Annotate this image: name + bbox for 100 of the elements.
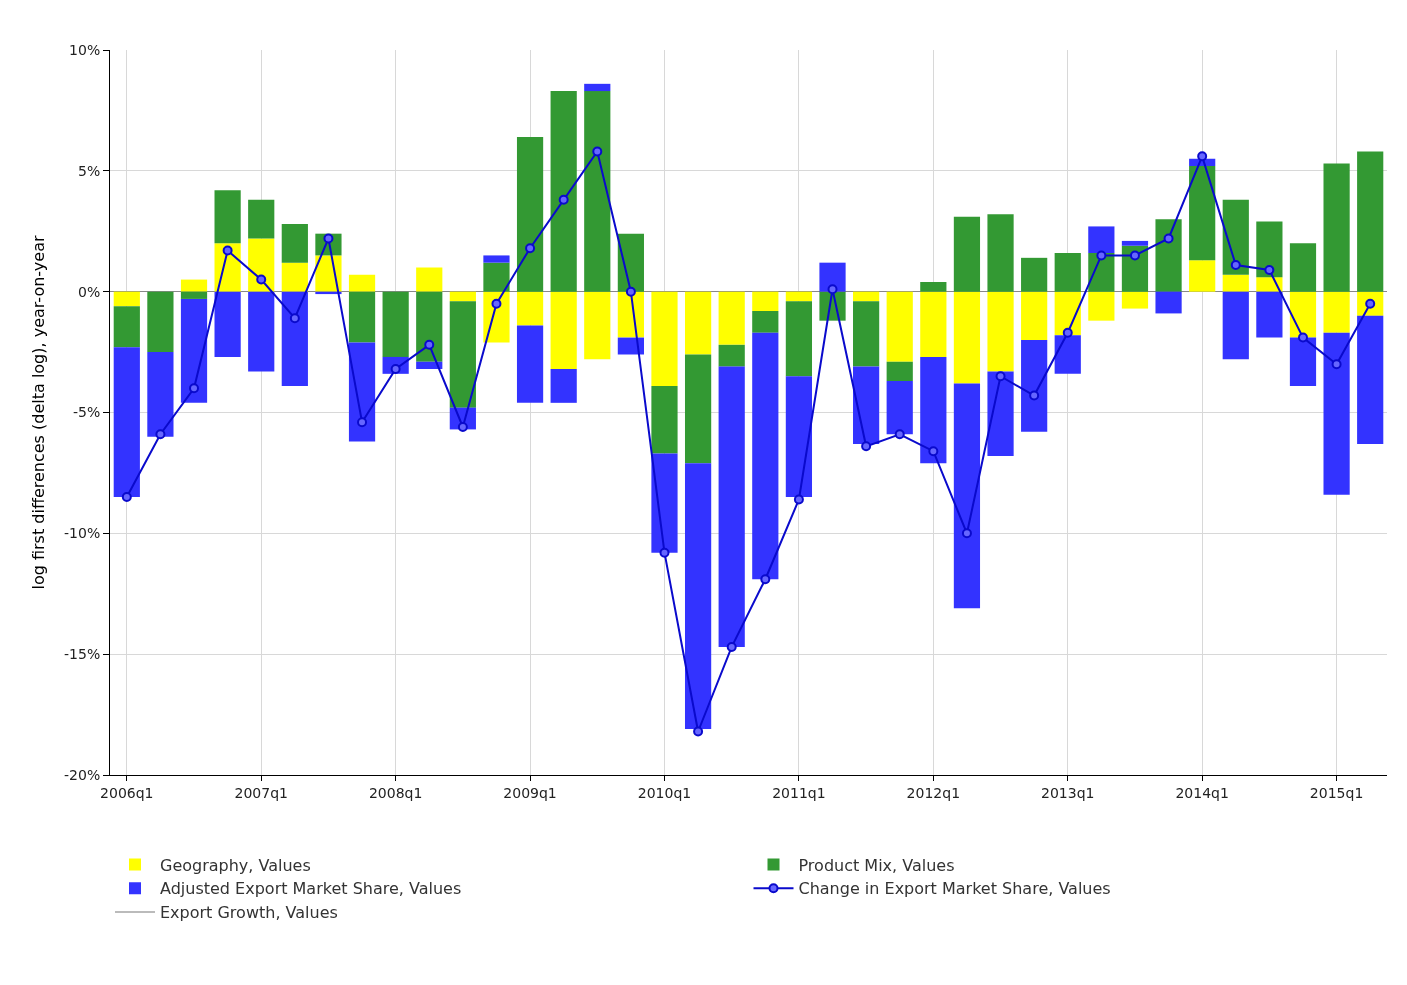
point bbox=[256, 274, 267, 285]
bar bbox=[113, 347, 140, 498]
bar bbox=[449, 301, 476, 408]
bar bbox=[550, 91, 577, 292]
bar bbox=[1256, 291, 1283, 338]
y-tick-label: -10% bbox=[64, 525, 101, 542]
bar bbox=[1155, 291, 1182, 314]
point bbox=[189, 383, 200, 394]
bar bbox=[214, 190, 241, 244]
point bbox=[525, 243, 536, 254]
point bbox=[558, 194, 569, 205]
point bbox=[1264, 264, 1275, 275]
bar bbox=[1289, 291, 1317, 338]
x-tick-label: 2010q1 bbox=[637, 784, 692, 801]
bar bbox=[953, 216, 981, 292]
bar bbox=[214, 291, 241, 357]
bar bbox=[752, 311, 779, 333]
x-tick-label: 2014q1 bbox=[1175, 784, 1229, 801]
point bbox=[995, 371, 1006, 382]
bar bbox=[1121, 240, 1149, 246]
x-tick-label: 2006q1 bbox=[100, 784, 154, 801]
y-tick-label: -20% bbox=[64, 766, 101, 783]
bar bbox=[584, 83, 611, 92]
bar bbox=[953, 383, 981, 609]
bar bbox=[853, 291, 880, 302]
bar bbox=[180, 298, 208, 403]
bar bbox=[1121, 245, 1149, 292]
bar bbox=[281, 262, 308, 292]
bar bbox=[281, 224, 308, 263]
bar bbox=[920, 282, 947, 292]
bar bbox=[248, 238, 275, 292]
legend-label: Change in Export Market Share, Values bbox=[798, 879, 1111, 899]
bar bbox=[853, 366, 880, 444]
bar bbox=[886, 291, 913, 362]
bar bbox=[180, 291, 208, 299]
bar bbox=[785, 291, 813, 302]
point bbox=[1062, 327, 1073, 338]
x-tick-label: 2011q1 bbox=[772, 784, 826, 801]
bar bbox=[1054, 335, 1081, 374]
bar bbox=[1256, 277, 1283, 292]
point bbox=[1129, 250, 1140, 261]
y-tick-label: -5% bbox=[72, 404, 101, 421]
y-tick-label: 10% bbox=[69, 41, 101, 58]
bar bbox=[1357, 315, 1384, 444]
bar bbox=[113, 291, 140, 307]
bar bbox=[248, 291, 275, 372]
bar bbox=[1222, 274, 1249, 292]
legend-label: Product Mix, Values bbox=[798, 855, 955, 875]
bar bbox=[1088, 226, 1115, 253]
bar bbox=[785, 301, 813, 377]
bar bbox=[853, 301, 880, 367]
bar bbox=[987, 291, 1014, 372]
y-tick-label: 0% bbox=[77, 283, 101, 300]
x-tick-label: 2012q1 bbox=[906, 784, 961, 801]
point bbox=[491, 298, 502, 309]
bar bbox=[584, 291, 611, 360]
point bbox=[894, 429, 905, 440]
bar bbox=[483, 262, 510, 292]
point bbox=[1029, 390, 1040, 401]
bar bbox=[718, 366, 745, 647]
bar bbox=[1256, 221, 1283, 278]
bar bbox=[1323, 291, 1350, 333]
bar bbox=[752, 291, 779, 311]
bar bbox=[1021, 257, 1048, 292]
bar bbox=[684, 354, 712, 464]
bar bbox=[1088, 291, 1115, 321]
point bbox=[357, 417, 368, 428]
bar bbox=[180, 279, 208, 292]
bar bbox=[113, 306, 140, 348]
point bbox=[289, 313, 300, 324]
bar bbox=[651, 453, 678, 553]
bar bbox=[416, 291, 443, 362]
bar bbox=[1021, 340, 1048, 432]
bar bbox=[651, 385, 678, 454]
point bbox=[1197, 151, 1208, 162]
bar bbox=[1289, 243, 1317, 292]
point bbox=[323, 233, 334, 244]
bar bbox=[886, 381, 913, 435]
bar bbox=[449, 291, 476, 302]
bar bbox=[1222, 291, 1249, 360]
bar bbox=[516, 291, 544, 326]
point bbox=[861, 441, 872, 452]
bar bbox=[382, 291, 409, 357]
point bbox=[592, 146, 603, 157]
point bbox=[827, 284, 838, 295]
point bbox=[659, 547, 670, 558]
bar bbox=[987, 371, 1014, 456]
bar bbox=[1222, 199, 1249, 275]
point bbox=[457, 422, 468, 432]
point bbox=[1163, 233, 1174, 244]
bar bbox=[550, 291, 577, 369]
bar bbox=[584, 91, 611, 292]
y-axis-title: log first differences (delta log), year-on-year bbox=[28, 235, 48, 590]
bar bbox=[281, 291, 308, 386]
x-tick-label: 2008q1 bbox=[368, 784, 423, 801]
point bbox=[693, 726, 704, 737]
bar bbox=[348, 291, 376, 343]
point bbox=[928, 446, 939, 457]
legend-label: Adjusted Export Market Share, Values bbox=[160, 879, 462, 899]
bar bbox=[416, 267, 443, 292]
